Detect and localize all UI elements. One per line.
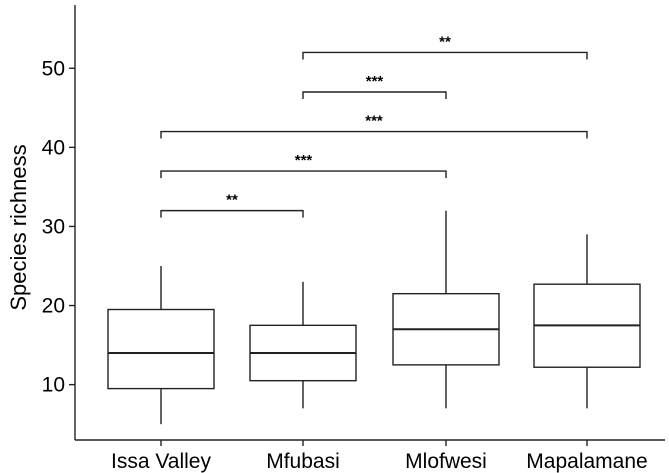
x-tick-label: Mfubasi bbox=[266, 450, 340, 473]
x-ticks: Issa Valley Mfubasi Mlofwesi Mapalamane bbox=[111, 440, 648, 473]
box-group bbox=[392, 210, 500, 409]
y-axis-title: Species richness bbox=[6, 144, 31, 310]
significance-label: ** bbox=[226, 192, 238, 209]
significance-brackets: ************* bbox=[160, 33, 588, 218]
boxes bbox=[107, 210, 641, 425]
significance-bracket: *** bbox=[160, 113, 588, 139]
box-iqr bbox=[107, 308, 215, 390]
y-tick-label: 10 bbox=[42, 374, 65, 397]
box-group bbox=[107, 266, 215, 425]
y-tick-label: 50 bbox=[42, 57, 65, 80]
x-tick-label: Issa Valley bbox=[111, 450, 211, 473]
significance-bracket: *** bbox=[302, 73, 447, 99]
significance-bracket: ** bbox=[302, 33, 588, 60]
bracket-line bbox=[160, 130, 588, 139]
bracket-line bbox=[160, 209, 304, 218]
y-tick-label: 20 bbox=[42, 295, 65, 318]
significance-bracket: *** bbox=[160, 152, 447, 179]
bracket-line bbox=[302, 91, 447, 99]
y-tick-label: 30 bbox=[42, 215, 65, 238]
bracket-line bbox=[160, 170, 447, 179]
box-group bbox=[249, 281, 357, 409]
significance-label: *** bbox=[366, 73, 384, 90]
x-tick-label: Mlofwesi bbox=[405, 450, 487, 473]
bracket-line bbox=[302, 51, 588, 60]
y-tick-label: 40 bbox=[42, 136, 65, 159]
y-ticks: 10 20 30 40 50 bbox=[42, 57, 75, 397]
box-group bbox=[533, 234, 641, 409]
x-tick-label: Mapalamane bbox=[526, 450, 647, 473]
significance-label: *** bbox=[295, 152, 313, 169]
significance-bracket: ** bbox=[160, 192, 304, 218]
significance-label: *** bbox=[365, 113, 383, 130]
significance-label: ** bbox=[439, 33, 451, 50]
